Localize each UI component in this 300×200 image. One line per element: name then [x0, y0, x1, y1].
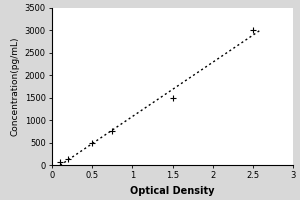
- X-axis label: Optical Density: Optical Density: [130, 186, 215, 196]
- Y-axis label: Concentration(pg/mL): Concentration(pg/mL): [10, 37, 19, 136]
